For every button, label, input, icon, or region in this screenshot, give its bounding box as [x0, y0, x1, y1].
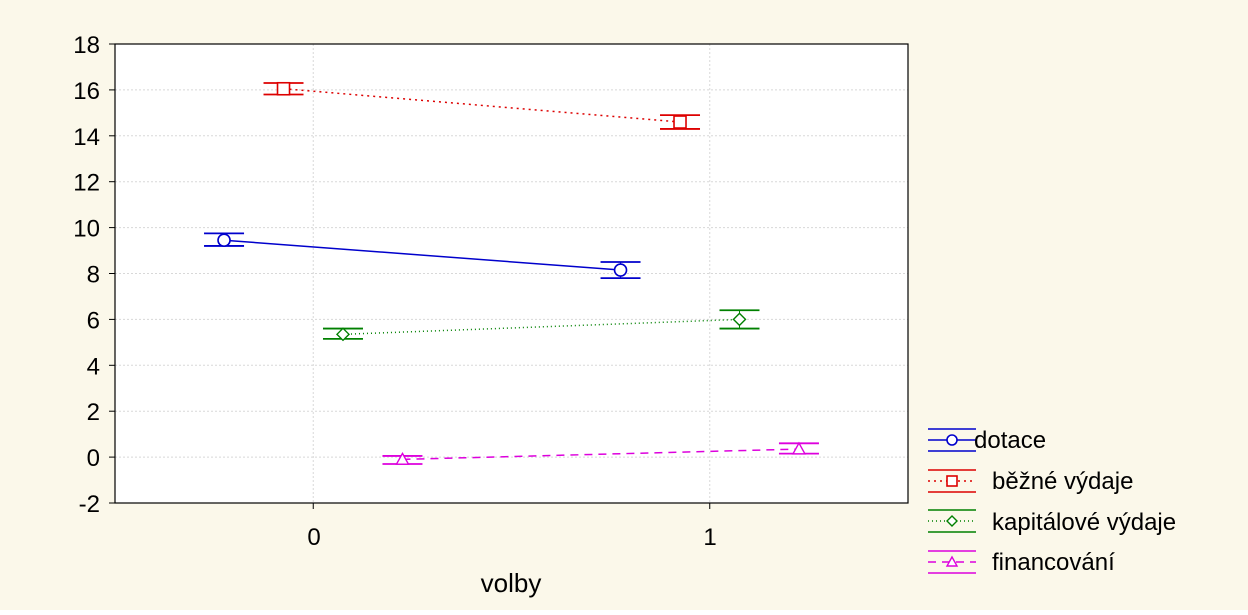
y-tick-label: -2 — [79, 491, 100, 518]
series-line — [283, 88, 681, 123]
x-tick-label: 0 — [307, 524, 320, 551]
y-tick-label: 0 — [87, 445, 100, 472]
marker-triangle — [395, 451, 410, 465]
legend-item-financovani: financování — [928, 549, 1115, 576]
y-tick-label: 6 — [87, 307, 100, 334]
marker-circle — [217, 233, 231, 248]
y-tick-label: 16 — [73, 78, 100, 105]
series-2 — [322, 309, 760, 342]
legend-symbol — [928, 550, 976, 574]
series-0 — [204, 232, 641, 279]
y-tick-label: 4 — [87, 353, 100, 380]
marker-circle — [946, 434, 958, 446]
marker-triangle — [945, 555, 959, 567]
series-1 — [263, 81, 701, 130]
legend-label: financování — [992, 549, 1115, 576]
plot-border — [114, 43, 909, 504]
y-tick-label: 18 — [73, 32, 100, 59]
legend-item-kapitalove-vydaje: kapitálové výdaje — [928, 509, 1176, 536]
x-tick-label: 1 — [703, 524, 716, 551]
series-line — [223, 239, 621, 271]
legend-symbol — [928, 509, 976, 533]
y-tick-label: 14 — [73, 124, 100, 151]
marker-triangle — [791, 441, 807, 455]
marker-square — [276, 81, 291, 96]
series-line — [402, 448, 799, 461]
legend-label: dotace — [974, 427, 1046, 454]
y-tick-label: 2 — [87, 399, 100, 426]
marker-diamond — [946, 515, 958, 527]
y-tick-label: 10 — [73, 216, 100, 243]
marker-diamond — [732, 312, 747, 327]
series-layer — [204, 81, 819, 465]
y-axis-ticks: 18 16 14 12 10 8 6 4 2 0 -2 — [73, 32, 115, 518]
x-axis-label: volby — [481, 568, 542, 598]
marker-diamond — [335, 327, 350, 342]
marker-square — [673, 115, 687, 129]
legend-symbol — [928, 428, 976, 452]
legend-item-dotace: dotace — [928, 427, 1046, 454]
legend-item-bezne-vydaje: běžné výdaje — [928, 468, 1133, 495]
legend-label: kapitálové výdaje — [992, 509, 1176, 536]
marker-square — [946, 475, 958, 487]
legend-symbol — [928, 469, 976, 493]
x-axis-ticks: 0 1 — [307, 503, 717, 551]
series-3 — [382, 441, 819, 465]
y-tick-label: 12 — [73, 170, 100, 197]
legend: dotace běžné výdaje kapitálové výdaje fi… — [928, 427, 1176, 576]
y-tick-label: 8 — [87, 262, 100, 289]
legend-label: běžné výdaje — [992, 468, 1133, 495]
marker-circle — [613, 263, 628, 277]
